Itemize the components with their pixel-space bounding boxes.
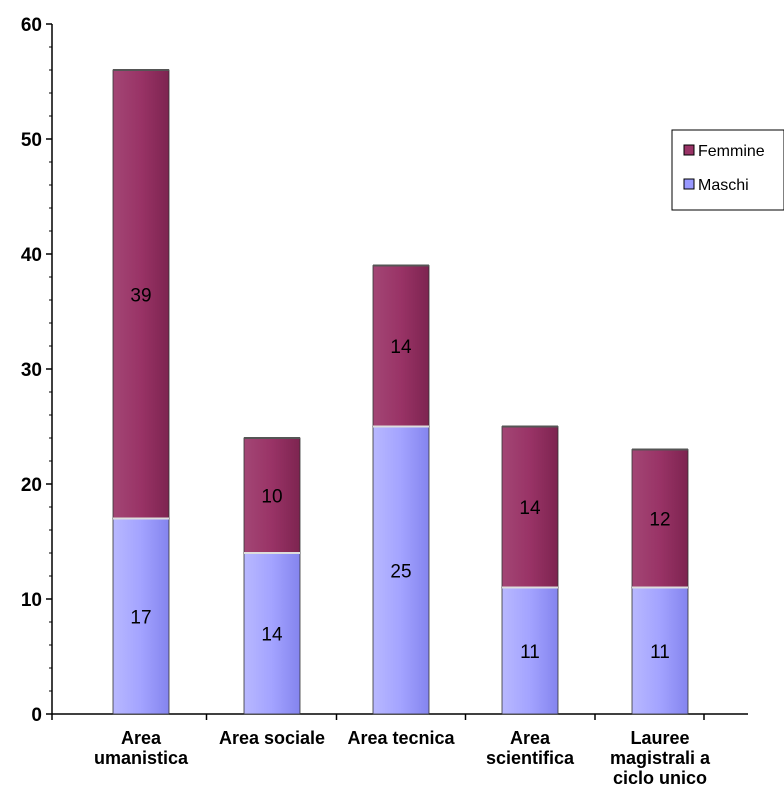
category-label-line: Area tecnica <box>347 728 455 748</box>
data-label-femmine: 10 <box>261 487 282 508</box>
category-label-line: magistrali a <box>610 748 711 768</box>
bar-maschi <box>631 587 689 715</box>
category-label-line: scientifica <box>486 748 575 768</box>
category-label-line: ciclo unico <box>613 768 707 788</box>
category-label-line: Area <box>121 728 162 748</box>
bar-femmine <box>372 265 430 427</box>
category-label-line: Area sociale <box>219 728 325 748</box>
data-label-maschi: 25 <box>390 561 411 582</box>
category-label-line: umanistica <box>94 748 189 768</box>
bar-maschi <box>243 552 301 715</box>
bar-femmine <box>112 69 170 519</box>
legend-label: Femmine <box>698 143 765 160</box>
bar-femmine <box>501 426 559 588</box>
y-tick-label: 10 <box>21 590 42 611</box>
category-label: Area sociale <box>219 728 325 748</box>
data-label-femmine: 12 <box>649 510 670 531</box>
legend-swatch <box>683 178 695 190</box>
y-tick-label: 50 <box>21 130 42 151</box>
legend: Femmine Maschi <box>671 129 784 211</box>
legend-swatch <box>683 144 695 156</box>
y-tick-label: 40 <box>21 245 42 266</box>
bar-maschi <box>501 587 559 715</box>
data-label-femmine: 14 <box>519 498 541 519</box>
bar-maschi <box>112 518 170 715</box>
category-label: Area tecnica <box>347 728 455 748</box>
data-label-maschi: 11 <box>650 642 670 663</box>
y-tick-label: 0 <box>31 705 42 726</box>
y-tick-label: 20 <box>21 475 42 496</box>
legend-label: Maschi <box>698 177 749 194</box>
category-label-line: Lauree <box>630 728 689 748</box>
y-tick-label: 30 <box>21 360 42 381</box>
data-label-femmine: 39 <box>130 285 151 306</box>
bars <box>112 69 689 715</box>
data-label-maschi: 14 <box>261 625 283 646</box>
data-label-maschi: 11 <box>520 642 540 663</box>
category-label: Area umanistica <box>94 728 189 768</box>
category-label-line: Area <box>510 728 551 748</box>
category-label: Lauree magistrali a ciclo unico <box>610 728 711 788</box>
bar-femmine <box>631 449 689 588</box>
data-label-maschi: 17 <box>130 607 151 628</box>
category-label: Area scientifica <box>486 728 575 768</box>
legend-box <box>671 129 784 211</box>
data-label-femmine: 14 <box>390 337 412 358</box>
y-tick-label: 60 <box>21 15 42 36</box>
